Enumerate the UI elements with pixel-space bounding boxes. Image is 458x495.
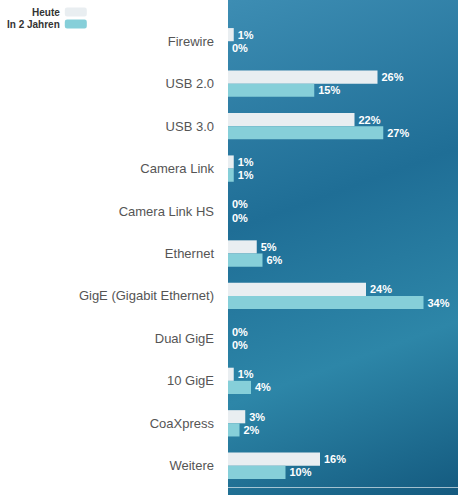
svg-text:0%: 0%	[232, 212, 248, 224]
svg-text:1%: 1%	[238, 156, 254, 168]
svg-text:16%: 16%	[324, 453, 346, 465]
svg-text:0%: 0%	[232, 198, 248, 210]
svg-text:15%: 15%	[318, 84, 340, 96]
svg-text:34%: 34%	[428, 297, 450, 309]
svg-text:1%: 1%	[238, 169, 254, 181]
svg-text:Weitere: Weitere	[169, 458, 214, 473]
svg-text:Firewire: Firewire	[168, 34, 214, 49]
svg-text:0%: 0%	[232, 339, 248, 351]
svg-text:0%: 0%	[232, 326, 248, 338]
svg-text:6%: 6%	[267, 254, 283, 266]
svg-text:USB 2.0: USB 2.0	[166, 76, 214, 91]
svg-text:GigE (Gigabit Ethernet): GigE (Gigabit Ethernet)	[79, 288, 214, 303]
svg-text:CoaXpress: CoaXpress	[150, 416, 215, 431]
svg-text:1%: 1%	[238, 29, 254, 41]
svg-text:USB 3.0: USB 3.0	[166, 119, 214, 134]
svg-text:5%: 5%	[261, 241, 277, 253]
svg-text:2%: 2%	[244, 424, 260, 436]
svg-text:0%: 0%	[232, 42, 248, 54]
svg-text:24%: 24%	[370, 283, 392, 295]
svg-text:4%: 4%	[255, 381, 271, 393]
svg-text:26%: 26%	[382, 71, 404, 83]
svg-text:Heute: Heute	[32, 7, 60, 18]
svg-text:22%: 22%	[359, 114, 381, 126]
svg-text:3%: 3%	[249, 411, 265, 423]
svg-text:Ethernet: Ethernet	[165, 246, 215, 261]
svg-text:10%: 10%	[290, 466, 312, 478]
svg-text:1%: 1%	[238, 368, 254, 380]
svg-text:Camera Link HS: Camera Link HS	[119, 204, 215, 219]
svg-text:In 2 Jahren: In 2 Jahren	[7, 19, 60, 30]
svg-text:Camera Link: Camera Link	[140, 161, 214, 176]
svg-text:Dual GigE: Dual GigE	[155, 331, 215, 346]
svg-text:27%: 27%	[387, 127, 409, 139]
svg-text:10 GigE: 10 GigE	[167, 373, 214, 388]
